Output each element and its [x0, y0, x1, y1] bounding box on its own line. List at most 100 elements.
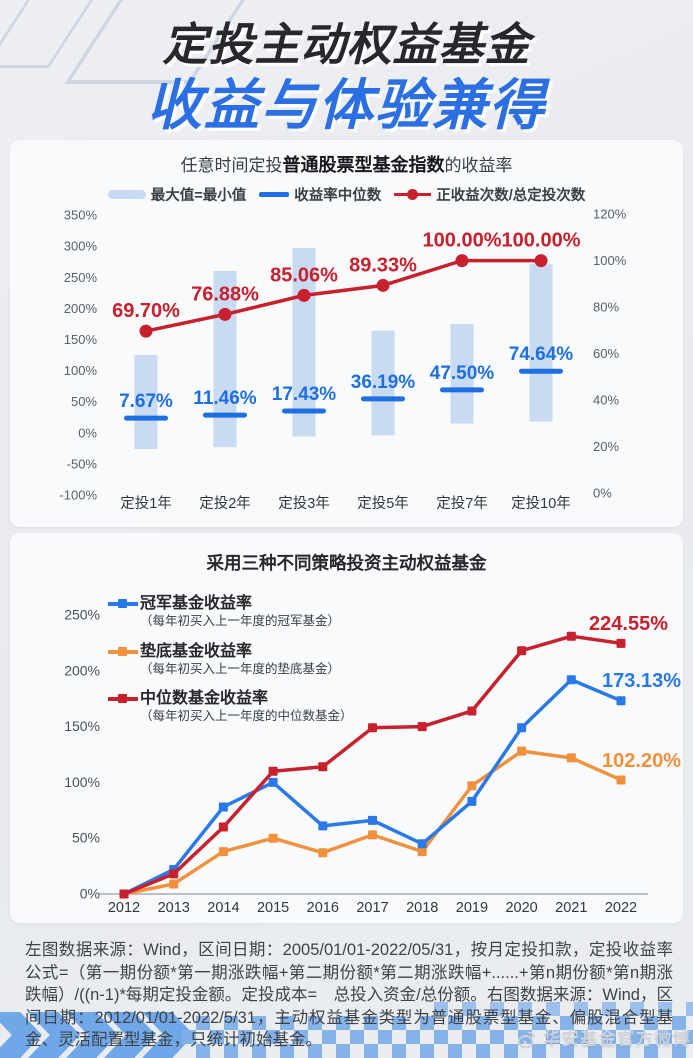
series-point-median: [318, 762, 328, 772]
legend-desc-champion: （每年初买入上一年度的冠军基金）: [140, 614, 341, 628]
positive-rate-point: [376, 278, 390, 292]
median-dash-marker: [203, 412, 247, 418]
legend-item-median-fund: 中位数基金收益率 （每年初买入上一年度的中位数基金）: [106, 690, 353, 724]
sip-chart-title-emphasis: 普通股票型基金指数: [282, 155, 445, 175]
y-axis-tick: 200%: [64, 662, 100, 678]
weibo-watermark: 华安基金官方微博: [514, 1026, 691, 1051]
x-axis-tick: 2015: [257, 900, 289, 916]
median-return-label: 74.64%: [509, 344, 574, 365]
positive-rate-label: 100.00%: [423, 230, 502, 252]
sip-returns-chart-card: 任意时间定投普通股票型基金指数的收益率 最大值=最小值 收益率中位数 正收益次数…: [10, 140, 683, 527]
category-label: 定投5年: [357, 495, 409, 512]
series-point-worst: [517, 746, 527, 756]
sip-chart-title: 任意时间定投普通股票型基金指数的收益率: [10, 151, 683, 177]
left-axis-tick: -100%: [59, 488, 97, 503]
strategy-chart-canvas: 250% 200% 150% 100% 50% 0% 2012 2013 2014 2015 201…: [64, 607, 681, 917]
legend-label-worst: 垫底基金收益率: [140, 643, 253, 660]
series-point-worst: [616, 775, 626, 785]
legend-item-worst: 垫底基金收益率 （每年初买入上一年度的垫底基金）: [106, 643, 340, 677]
series-end-label-champion: 173.13%: [602, 670, 681, 692]
legend-label-max-min: 最大值=最小值: [150, 188, 247, 204]
series-point-champion: [517, 723, 527, 733]
right-axis-tick: 80%: [593, 300, 619, 315]
median-dash-marker: [282, 408, 326, 414]
series-point-champion: [616, 696, 626, 706]
legend-item-positive-rate: 正收益次数/总定投次数: [394, 184, 585, 205]
max-min-range-bar: [529, 264, 553, 422]
legend-label-positive-rate: 正收益次数/总定投次数: [436, 188, 586, 204]
right-axis-tick: 120%: [593, 207, 627, 222]
sip-chart-title-prefix: 任意时间定投: [180, 156, 283, 175]
sip-chart-title-suffix: 的收益率: [444, 156, 513, 175]
weibo-watermark-text: 华安基金官方微博: [543, 1029, 691, 1049]
left-axis-tick: 100%: [64, 363, 98, 378]
median-dash-marker: [124, 415, 168, 421]
positive-rate-label: 100.00%: [502, 230, 581, 252]
poster-title-line1: 定投主动权益基金: [162, 19, 531, 70]
positive-rate-line: [145, 258, 541, 333]
positive-rate-label: 85.06%: [270, 264, 338, 286]
median-line-swatch-icon: [259, 192, 290, 197]
series-end-label-median: 224.55%: [589, 613, 668, 635]
right-axis-tick: 20%: [593, 439, 619, 454]
x-axis-tick: 2020: [505, 900, 537, 916]
category-label: 定投7年: [436, 495, 488, 512]
positive-rate-label: 76.88%: [191, 283, 259, 305]
median-return-label: 17.43%: [272, 384, 337, 405]
series-end-label-worst: 102.20%: [602, 750, 681, 772]
series-point-worst: [368, 830, 377, 840]
x-axis-tick: 2018: [406, 900, 438, 916]
series-point-champion: [467, 796, 477, 806]
left-axis-tick: 250%: [64, 270, 98, 285]
left-axis-tick: 300%: [64, 239, 98, 254]
x-axis-tick: 2016: [307, 900, 339, 916]
series-point-worst: [268, 833, 278, 843]
series-point-worst: [169, 879, 179, 889]
series-point-champion: [318, 821, 328, 831]
series-point-worst: [318, 848, 328, 858]
champion-line-swatch-icon: [108, 599, 138, 608]
data-source-footnote: 左图数据来源：Wind，区间日期：2005/01/01-2022/05/31，按…: [25, 941, 673, 1049]
series-point-median: [119, 889, 129, 899]
series-point-median: [566, 631, 576, 641]
legend-desc-median-fund: （每年初买入上一年度的中位数基金）: [140, 709, 353, 723]
strategy-chart-card: 采用三种不同策略投资主动权益基金 冠军基金收益率 （每年初买入上一年度的冠军基金…: [10, 533, 683, 923]
left-axis-tick: 200%: [64, 301, 98, 316]
strategy-chart-title: 采用三种不同策略投资主动权益基金: [206, 553, 487, 573]
median-dash-marker: [361, 396, 405, 402]
checkerboard-pattern-row: [420, 1002, 693, 1016]
poster-title-line2: 收益与体验兼得: [146, 74, 546, 136]
right-axis-tick: 0%: [593, 486, 612, 501]
series-point-median: [417, 722, 427, 732]
series-point-median: [218, 822, 228, 832]
checkerboard-pattern: [182, 1016, 693, 1058]
series-point-median: [517, 646, 527, 656]
legend-item-median: 收益率中位数: [259, 184, 381, 205]
median-dash-marker: [519, 368, 563, 374]
y-axis-tick: 100%: [64, 774, 100, 790]
series-point-champion: [417, 839, 427, 849]
series-point-champion: [268, 777, 278, 787]
left-axis-tick: 0%: [78, 425, 97, 440]
right-axis-tick: 40%: [593, 393, 619, 408]
series-point-champion: [566, 675, 576, 685]
category-label: 定投2年: [199, 495, 251, 512]
series-point-worst: [218, 847, 228, 857]
sip-chart-legend: 最大值=最小值 收益率中位数 正收益次数/总定投次数: [10, 184, 683, 205]
right-axis-tick: 100%: [593, 253, 627, 268]
positive-rate-label: 89.33%: [349, 254, 417, 276]
x-axis-tick: 2022: [605, 900, 637, 916]
x-axis-tick: 2021: [555, 900, 587, 916]
positive-rate-point: [455, 254, 469, 268]
max-min-range-bar: [371, 330, 395, 436]
series-point-champion: [218, 802, 228, 812]
legend-label-median-fund: 中位数基金收益率: [140, 690, 269, 707]
category-label: 定投1年: [120, 495, 172, 512]
series-point-median: [467, 706, 477, 716]
worst-line-swatch-icon: [108, 647, 138, 656]
series-point-median: [616, 638, 626, 648]
x-axis-tick: 2012: [108, 900, 140, 916]
positive-rate-point: [297, 288, 311, 302]
median-return-label: 47.50%: [430, 363, 495, 384]
